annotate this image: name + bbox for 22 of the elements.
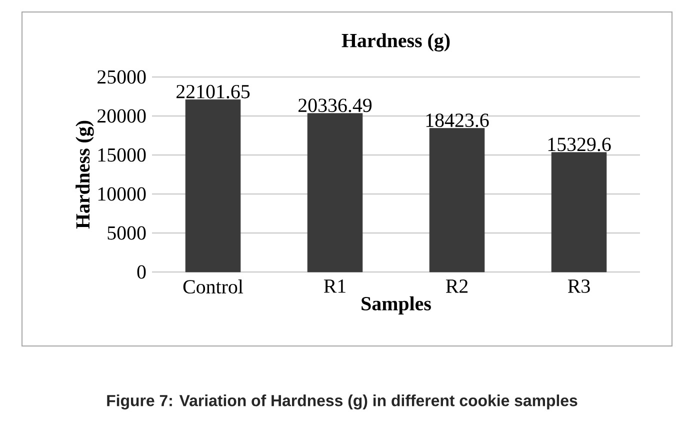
x-tick-label: Control: [183, 280, 244, 294]
data-label: 20336.49: [298, 98, 372, 112]
y-axis-title: Hardness (g): [76, 120, 94, 229]
y-tick-label: 20000: [98, 109, 146, 123]
x-axis-title: Samples: [362, 296, 431, 314]
x-tick-label: R3: [568, 280, 590, 293]
caption: Figure 7: Variation of Hardness (g) in different cookie samples: [107, 394, 578, 410]
y-tick-label: 10000: [98, 187, 146, 201]
y-tick-label: 15000: [98, 148, 146, 162]
x-tick-label: R1: [324, 280, 346, 293]
bar: [429, 128, 485, 272]
y-tick-label: 25000: [98, 70, 146, 84]
bar: [185, 99, 241, 272]
chart-title: Hardness (g): [342, 33, 450, 52]
bar: [307, 113, 363, 272]
data-label: 18423.6: [426, 114, 489, 128]
y-tick-label: 5000: [108, 226, 146, 240]
bar: [551, 152, 607, 272]
data-label: 15329.6: [548, 138, 611, 152]
data-label: 22101.65: [176, 84, 250, 98]
y-tick-label: 0: [137, 265, 146, 279]
x-tick-label: R2: [446, 280, 468, 293]
